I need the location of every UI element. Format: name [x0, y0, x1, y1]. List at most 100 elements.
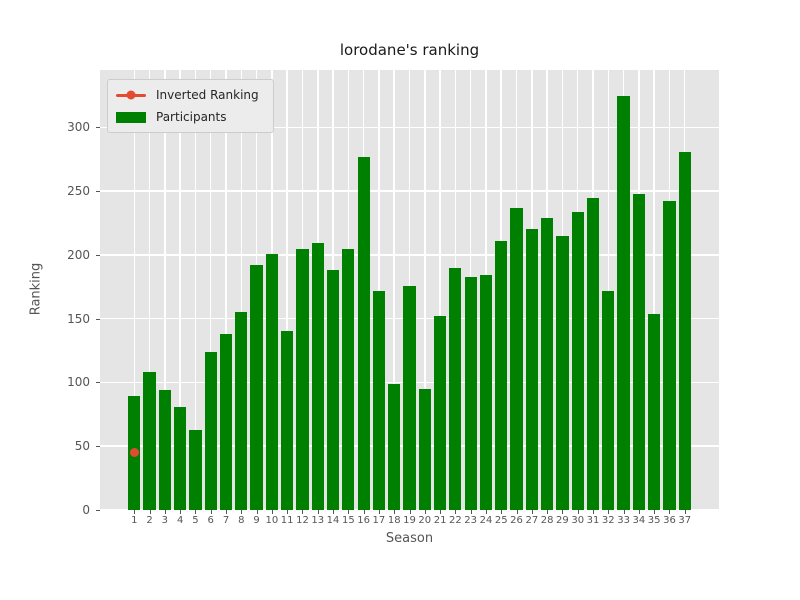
participants-bar [495, 240, 508, 510]
participants-bar [357, 156, 370, 510]
y-axis-label: Ranking [28, 262, 44, 316]
participants-bar [433, 316, 447, 510]
x-tick-mark [241, 510, 243, 514]
grid-line-x [164, 70, 166, 510]
participants-bar [265, 253, 278, 510]
x-tick-label: 10 [265, 515, 279, 526]
x-tick-label: 3 [161, 515, 169, 526]
x-tick-mark [149, 510, 151, 514]
x-tick-label: 19 [403, 515, 416, 526]
participants-bar [388, 383, 401, 510]
x-tick-label: 6 [207, 515, 214, 526]
x-tick-label: 35 [647, 515, 661, 526]
participants-bar [281, 331, 294, 510]
inverted-ranking-point [129, 448, 139, 458]
x-tick-mark [608, 510, 610, 514]
y-tick-label: 150 [67, 311, 90, 326]
grid-line-x [439, 70, 441, 510]
participants-bar [296, 248, 309, 510]
x-tick-label: 13 [311, 515, 325, 526]
x-tick-label: 24 [479, 515, 493, 526]
participants-bar [510, 207, 523, 510]
x-tick-label: 11 [280, 515, 294, 526]
x-tick-label: 2 [146, 515, 153, 526]
grid-line-x [424, 70, 426, 510]
x-tick-mark [271, 510, 273, 514]
x-tick-mark [378, 510, 380, 514]
x-tick-mark [531, 510, 533, 514]
y-tick-mark [96, 127, 100, 129]
x-tick-mark [684, 510, 686, 514]
participants-bar [617, 95, 630, 510]
x-tick-label: 8 [238, 515, 245, 526]
x-tick-label: 36 [663, 515, 676, 526]
x-tick-label: 27 [525, 515, 539, 526]
x-tick-label: 14 [326, 515, 340, 526]
x-tick-label: 25 [494, 515, 508, 526]
x-tick-label: 28 [540, 515, 554, 526]
x-tick-label: 26 [510, 515, 523, 526]
grid-line-x [607, 70, 610, 510]
x-tick-label: 22 [448, 515, 462, 526]
participants-bar [403, 285, 416, 510]
x-tick-label: 34 [632, 515, 646, 526]
participants-bar [541, 217, 554, 510]
grid-line-x [179, 70, 181, 510]
x-tick-label: 23 [464, 515, 478, 526]
x-tick-mark [394, 510, 396, 514]
y-tick-mark [96, 510, 100, 511]
x-tick-label: 12 [296, 515, 309, 526]
x-tick-label: 15 [341, 515, 355, 526]
participants-bar [342, 248, 355, 510]
x-tick-label: 30 [571, 515, 585, 526]
participants-bar [158, 390, 171, 510]
participants-bar [235, 312, 248, 510]
participants-bar [678, 151, 691, 510]
x-tick-label: 20 [418, 515, 432, 526]
participants-bar [174, 406, 187, 510]
x-tick-label: 29 [556, 515, 569, 526]
legend-patch-marker [116, 111, 146, 123]
grid-line-x [148, 70, 151, 510]
grid-line-x [378, 70, 380, 510]
x-tick-mark [180, 510, 182, 514]
x-tick-mark [577, 510, 579, 514]
x-tick-mark [302, 510, 304, 514]
y-tick-label: 50 [74, 439, 90, 454]
x-tick-mark [547, 510, 549, 514]
chart-title: lorodane's ranking [339, 41, 480, 59]
grid-line-x [393, 70, 395, 510]
participants-bar [571, 211, 584, 510]
legend-dot-icon [126, 90, 136, 100]
participants-bar [250, 265, 263, 510]
x-tick-mark [348, 510, 350, 514]
x-tick-mark [485, 510, 487, 514]
grid-line-x [286, 70, 288, 510]
y-tick-label: 200 [67, 247, 90, 262]
y-tick-mark [96, 446, 100, 448]
x-tick-label: 1 [131, 515, 138, 526]
x-tick-label: 37 [678, 515, 692, 526]
y-tick-label: 250 [67, 184, 90, 199]
x-tick-mark [669, 510, 671, 514]
x-tick-mark [501, 510, 503, 514]
x-tick-label: 4 [176, 515, 184, 526]
y-tick-mark [96, 191, 100, 193]
grid-line-x [194, 70, 197, 510]
participants-bar [479, 275, 493, 510]
x-tick-label: 9 [253, 515, 260, 526]
participants-bar [143, 372, 156, 510]
grid-line-x [653, 70, 655, 510]
x-tick-mark [226, 510, 227, 514]
x-tick-mark [195, 510, 197, 514]
x-tick-mark [333, 510, 335, 514]
participants-bar [648, 313, 661, 510]
participants-bar [189, 429, 202, 510]
grid-line-x [133, 70, 135, 510]
x-tick-mark [256, 510, 258, 514]
x-tick-label: 16 [357, 515, 370, 526]
legend: Inverted Ranking Participants [107, 79, 274, 133]
x-tick-mark [638, 510, 640, 514]
legend-label-inverted-ranking: Inverted Ranking [156, 88, 259, 102]
